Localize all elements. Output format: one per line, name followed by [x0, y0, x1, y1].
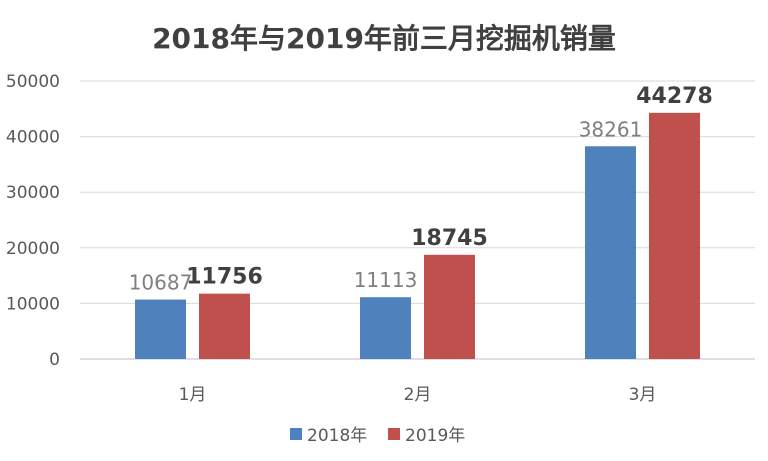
y-tick-label: 0 [49, 350, 60, 370]
bar [585, 146, 636, 359]
y-tick-label: 50000 [6, 72, 60, 92]
bar [424, 254, 475, 359]
y-tick-label: 40000 [6, 128, 60, 148]
x-tick-label: 2月 [404, 385, 432, 405]
legend-swatch [388, 428, 400, 440]
x-tick-label: 1月 [179, 385, 207, 405]
data-label: 38261 [579, 117, 643, 141]
legend-swatch [290, 428, 302, 440]
bar [649, 112, 700, 359]
y-tick-label: 30000 [6, 183, 60, 203]
y-tick-label: 20000 [6, 239, 60, 259]
x-tick-label: 3月 [629, 385, 657, 405]
data-label: 44278 [636, 84, 713, 109]
bar [135, 299, 186, 359]
chart-title: 2018年与2019年前三月挖掘机销量 [152, 22, 616, 55]
legend-label: 2019年 [405, 426, 465, 446]
bar [360, 297, 411, 359]
bar [199, 293, 250, 359]
data-label: 11756 [186, 265, 263, 290]
data-label: 11113 [354, 268, 418, 292]
data-label: 18745 [411, 226, 488, 251]
data-label: 10687 [129, 271, 193, 295]
legend-label: 2018年 [307, 426, 367, 446]
y-tick-label: 10000 [6, 294, 60, 314]
